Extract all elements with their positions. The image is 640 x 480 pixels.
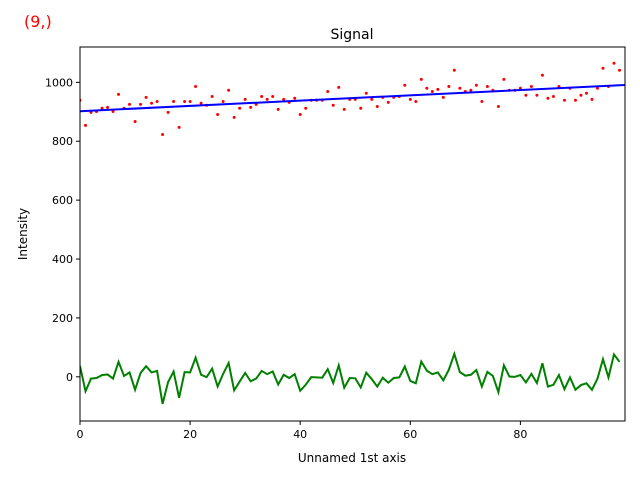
data-point	[452, 68, 456, 72]
data-point	[298, 112, 302, 116]
data-point	[210, 94, 214, 98]
data-point	[331, 103, 335, 107]
data-point	[260, 94, 264, 98]
data-point	[573, 98, 577, 102]
data-point	[194, 84, 198, 88]
x-axis-label: Unnamed 1st axis	[298, 451, 406, 465]
data-point	[425, 86, 429, 90]
data-point	[535, 93, 539, 97]
data-point	[342, 107, 346, 111]
y-axis-label: Intensity	[16, 208, 30, 260]
data-point	[304, 106, 308, 110]
plot-frame	[79, 46, 626, 422]
data-point	[436, 87, 440, 91]
data-point	[271, 94, 275, 98]
data-point	[518, 86, 522, 90]
data-point	[282, 97, 286, 101]
data-point	[408, 97, 412, 101]
data-point	[370, 97, 374, 101]
data-point	[441, 95, 445, 99]
corner-label: (9,)	[24, 12, 52, 31]
data-point	[221, 99, 225, 103]
x-tick-label: 40	[293, 428, 307, 441]
data-point	[166, 110, 170, 114]
data-point	[128, 102, 132, 106]
data-point	[84, 123, 88, 127]
data-point	[546, 96, 550, 100]
data-point	[584, 91, 588, 95]
data-point	[617, 68, 621, 72]
data-point	[386, 100, 390, 104]
x-tick-label: 80	[513, 428, 527, 441]
data-point	[524, 93, 528, 97]
residual-line	[80, 350, 621, 405]
chart-title: Signal	[330, 27, 373, 43]
x-tick-label: 0	[77, 428, 84, 441]
y-tick-label: 600	[52, 194, 73, 207]
data-point	[540, 73, 544, 77]
data-point	[133, 120, 137, 124]
data-point	[326, 89, 330, 93]
y-tick-label: 400	[52, 253, 73, 266]
data-point	[601, 66, 605, 70]
data-point	[106, 105, 110, 109]
data-point	[155, 99, 159, 103]
y-tick-label: 800	[52, 135, 73, 148]
data-point	[227, 88, 231, 92]
data-point	[337, 85, 341, 89]
data-point	[183, 99, 187, 103]
data-point	[590, 97, 594, 101]
data-point	[375, 104, 379, 108]
data-point	[474, 83, 478, 87]
data-point	[177, 125, 181, 129]
x-tick-label: 60	[403, 428, 417, 441]
data-point	[144, 95, 148, 99]
data-point	[551, 94, 555, 98]
data-point	[403, 83, 407, 87]
data-point	[562, 98, 566, 102]
data-point	[232, 115, 236, 119]
data-point	[595, 86, 599, 90]
data-point	[111, 109, 115, 113]
data-point	[199, 101, 203, 105]
data-point	[502, 77, 506, 81]
data-point	[414, 99, 418, 103]
data-point	[188, 99, 192, 103]
fit-line	[80, 83, 625, 113]
data-point	[458, 86, 462, 90]
data-point	[419, 77, 423, 81]
data-point	[485, 84, 489, 88]
data-point	[265, 97, 269, 101]
data-point	[496, 104, 500, 108]
y-tick-label: 200	[52, 312, 73, 325]
data-point	[249, 105, 253, 109]
data-point	[359, 106, 363, 110]
data-point	[150, 101, 154, 105]
data-point	[447, 84, 451, 88]
data-point	[161, 132, 165, 136]
data-point	[579, 93, 583, 97]
data-point	[117, 92, 121, 96]
data-point	[430, 89, 434, 93]
data-point	[364, 91, 368, 95]
data-point	[139, 102, 143, 106]
data-point	[480, 99, 484, 103]
data-point	[293, 96, 297, 100]
data-point	[529, 84, 533, 88]
data-point	[172, 99, 176, 103]
data-point	[238, 106, 242, 110]
y-tick-label: 1000	[45, 76, 73, 89]
y-tick-label: 0	[66, 371, 73, 384]
data-point	[276, 107, 280, 111]
data-point	[100, 106, 104, 110]
x-tick-label: 20	[183, 428, 197, 441]
data-point	[216, 112, 220, 116]
data-point	[612, 61, 616, 65]
data-point	[243, 97, 247, 101]
data-point	[469, 88, 473, 92]
